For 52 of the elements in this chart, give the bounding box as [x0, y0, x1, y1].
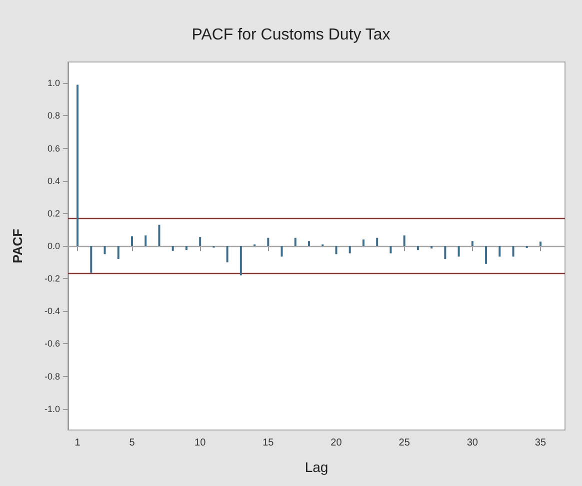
x-tick-label: 15 [262, 438, 274, 448]
bar [199, 237, 202, 246]
x-tick-label: 5 [129, 438, 136, 448]
y-axis-title: PACF [10, 228, 25, 264]
bar [471, 241, 474, 246]
y-tick-label: 0.0 [47, 241, 60, 251]
x-tick-label: 30 [466, 438, 478, 448]
y-tick-label: -0.8 [44, 371, 60, 382]
y-tick-label: 0.8 [47, 110, 60, 121]
bar [403, 235, 406, 246]
bar [335, 246, 338, 254]
x-tick-label: 25 [398, 438, 410, 448]
x-tick-label: 20 [330, 438, 342, 448]
bar [485, 246, 488, 264]
bar [117, 246, 120, 260]
bar [512, 246, 514, 257]
bar [458, 246, 460, 257]
y-tick-label: -1.0 [44, 404, 60, 414]
x-tick-label: 10 [194, 438, 206, 448]
bar [280, 246, 283, 257]
bar [90, 246, 92, 273]
y-tick-label: 0.4 [47, 176, 60, 186]
bar [240, 246, 242, 276]
bar [158, 224, 160, 246]
bar [348, 246, 351, 254]
y-tick-label: -0.2 [44, 274, 60, 284]
y-tick-label: 0.6 [47, 143, 60, 154]
y-tick-label: 0.2 [47, 208, 60, 218]
bar [76, 84, 79, 246]
bar [390, 246, 392, 254]
bar [267, 238, 270, 246]
bar [294, 238, 296, 246]
bar [362, 239, 364, 246]
bar [130, 236, 133, 246]
bar [104, 246, 106, 254]
y-tick-label: -0.4 [44, 306, 60, 316]
bar [376, 238, 378, 246]
bar [416, 246, 419, 250]
bar [185, 246, 188, 250]
bar [539, 242, 542, 246]
y-tick-label: 1.0 [47, 78, 60, 88]
x-axis-title: Lag [304, 459, 328, 475]
chart-title: PACF for Customs Duty Tax [192, 26, 390, 44]
bar [144, 235, 147, 246]
bar [226, 246, 228, 262]
bar [498, 246, 501, 257]
x-tick-label: 1 [74, 438, 81, 448]
y-tick-label: -0.6 [44, 338, 60, 349]
x-tick-label: 35 [534, 438, 546, 448]
bar [172, 246, 174, 251]
bar [444, 246, 446, 260]
bar [308, 241, 310, 246]
